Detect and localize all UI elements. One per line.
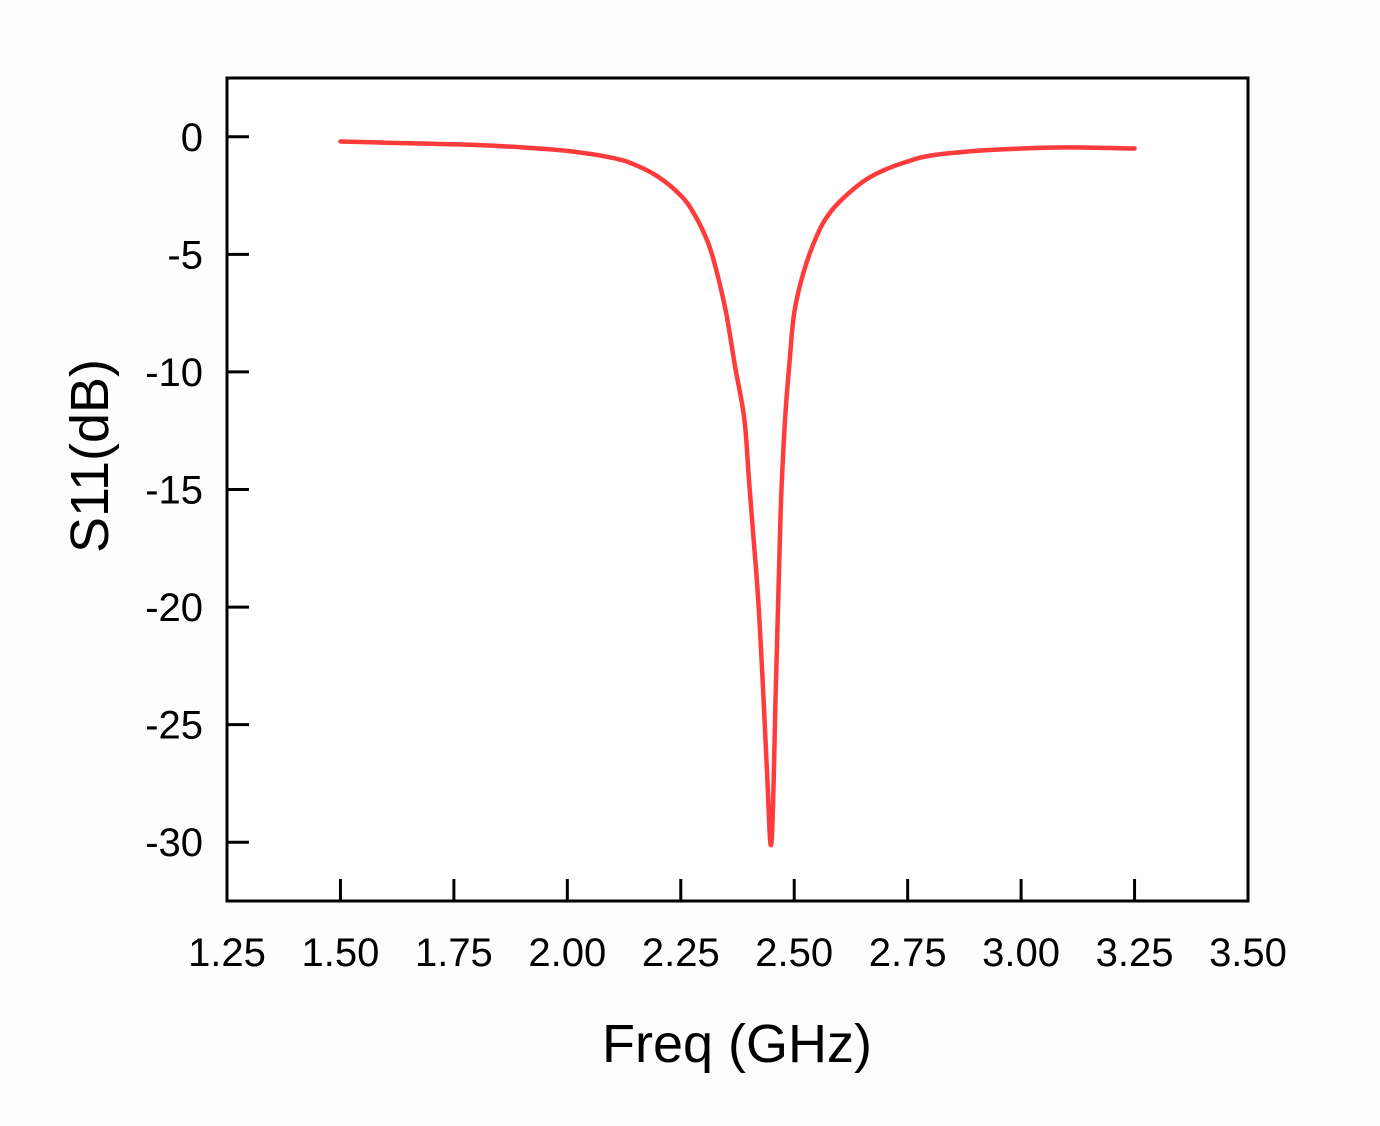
x-tick-label: 2.75	[869, 931, 947, 975]
x-tick-label: 2.00	[528, 931, 606, 975]
x-tick-label: 2.25	[642, 931, 720, 975]
x-tick-label: 3.25	[1096, 931, 1174, 975]
y-axis-label: S11(dB)	[60, 359, 120, 553]
x-tick-label: 3.50	[1209, 931, 1287, 975]
x-axis-ticks: 1.25 1.50 1.75 2.00 2.25 2.50 2.75 3.00 3.25 3.50	[188, 879, 1287, 975]
x-tick-label: 2.50	[755, 931, 833, 975]
x-tick-label: 1.50	[302, 931, 380, 975]
y-tick-label: -10	[145, 351, 203, 395]
x-tick-label: 1.25	[188, 931, 266, 975]
plot-area	[225, 76, 1250, 903]
y-tick-label: -20	[145, 586, 203, 630]
x-tick-label: 3.00	[982, 931, 1060, 975]
x-axis-label: Freq (GHz)	[602, 1014, 872, 1074]
s11-series-line	[338, 139, 1137, 848]
y-axis-ticks: 0 -5 -10 -15 -20 -25 -30	[145, 116, 249, 865]
y-tick-label: -5	[167, 233, 203, 277]
x-tick-label: 1.75	[415, 931, 493, 975]
y-tick-label: -30	[145, 821, 203, 865]
y-tick-label: 0	[181, 116, 203, 160]
y-tick-label: -25	[145, 704, 203, 748]
y-tick-label: -15	[145, 469, 203, 513]
series-layer	[338, 139, 1137, 848]
